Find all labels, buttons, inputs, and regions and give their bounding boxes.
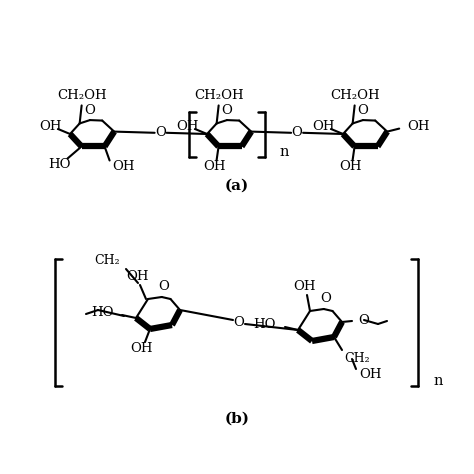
Text: O: O (320, 292, 331, 306)
Text: HO: HO (91, 307, 114, 319)
Text: O: O (357, 104, 368, 117)
Text: n: n (434, 374, 444, 388)
Text: HO: HO (48, 158, 71, 171)
Text: OH: OH (39, 119, 61, 133)
Text: HO: HO (254, 319, 276, 331)
Text: OH: OH (127, 271, 149, 283)
Text: OH: OH (113, 160, 135, 173)
Text: n: n (279, 145, 289, 159)
Text: O: O (84, 104, 95, 117)
Text: (b): (b) (225, 412, 249, 426)
Text: OH: OH (131, 343, 153, 356)
Text: O: O (221, 104, 232, 117)
Text: O: O (234, 316, 245, 328)
Text: OH: OH (339, 160, 362, 173)
Text: CH₂OH: CH₂OH (57, 89, 107, 102)
Text: OH: OH (359, 368, 382, 382)
Text: OH: OH (176, 119, 198, 133)
Text: (a): (a) (225, 179, 249, 193)
Text: O: O (158, 281, 169, 293)
Text: OH: OH (294, 281, 316, 293)
Text: O: O (358, 313, 369, 327)
Text: O: O (155, 126, 166, 139)
Text: CH₂: CH₂ (344, 353, 370, 365)
Text: CH₂: CH₂ (94, 255, 120, 267)
Text: OH: OH (407, 120, 430, 133)
Text: CH₂OH: CH₂OH (194, 89, 244, 102)
Text: CH₂OH: CH₂OH (330, 89, 380, 102)
Text: OH: OH (203, 160, 226, 173)
Text: OH: OH (312, 119, 334, 133)
Text: O: O (292, 126, 302, 139)
